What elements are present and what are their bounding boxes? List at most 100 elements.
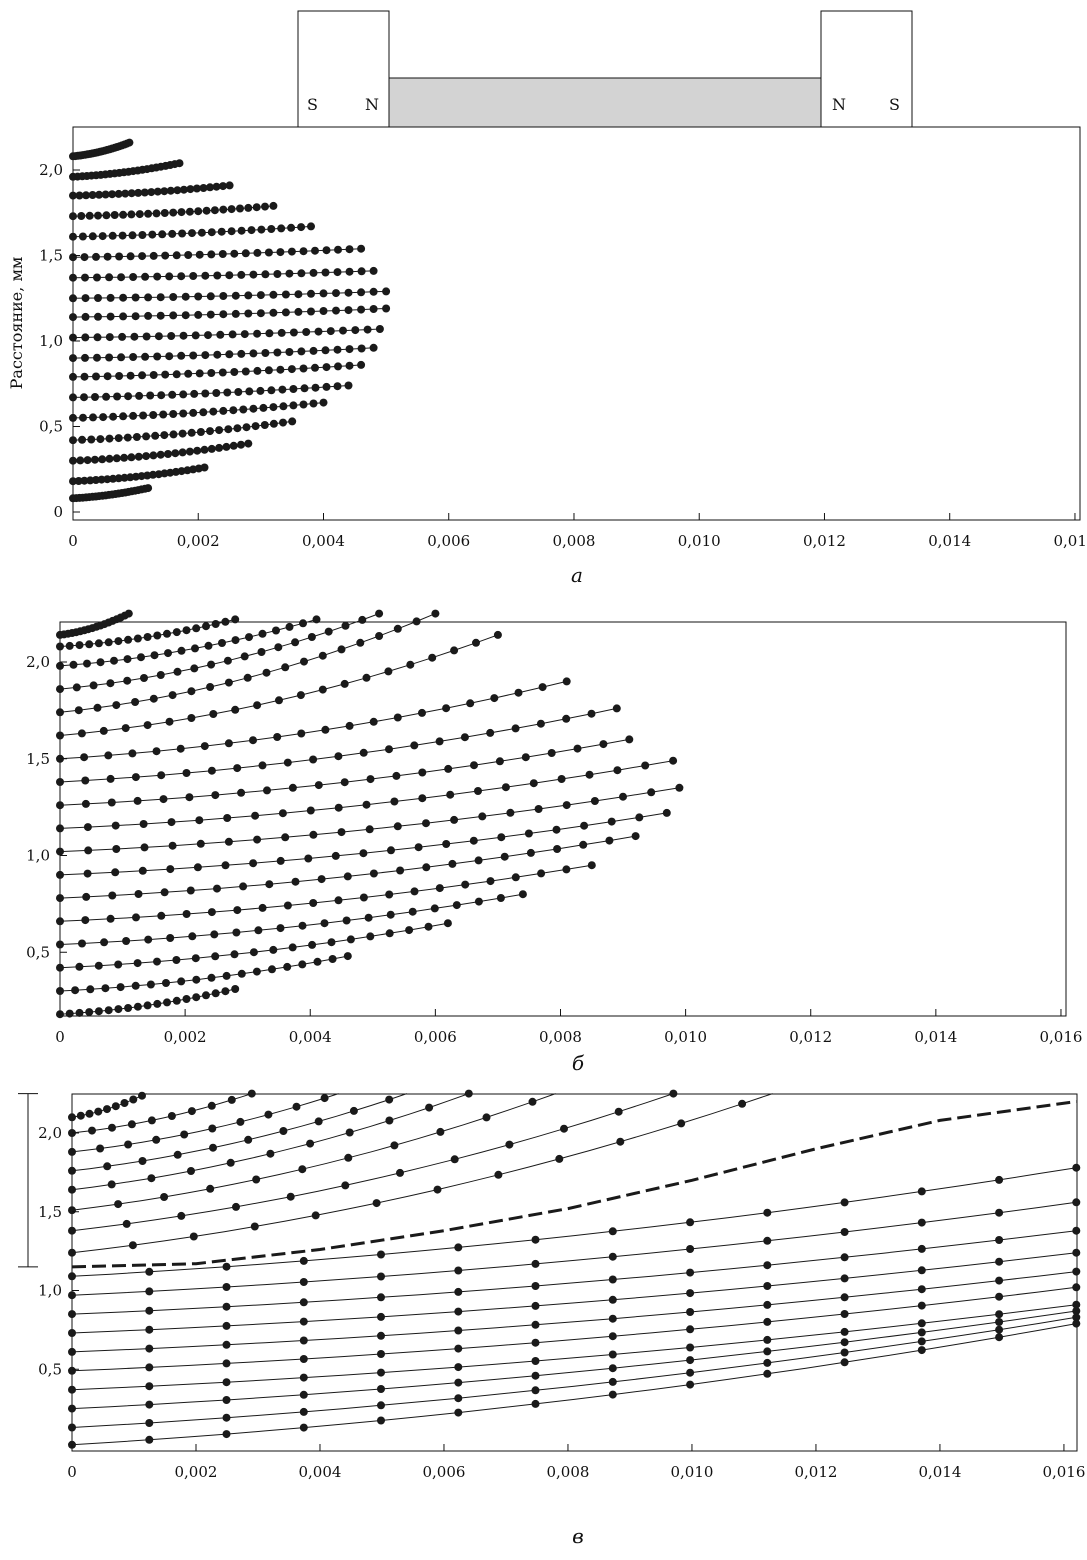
trajectory-point	[107, 1180, 116, 1189]
trajectory-point	[344, 381, 353, 390]
trajectory-point	[531, 1357, 540, 1365]
trajectory-point	[377, 1350, 385, 1358]
trajectory-point	[454, 1307, 463, 1316]
trajectory-point	[244, 1135, 253, 1144]
trajectory-point	[486, 728, 495, 737]
trajectory-point	[464, 1089, 473, 1098]
trajectory-point	[187, 714, 196, 722]
trajectory-point	[242, 423, 251, 432]
trajectory-point	[531, 1338, 540, 1347]
trajectory-point	[128, 231, 137, 240]
trajectory-point	[229, 441, 238, 450]
trajectory-point	[69, 354, 77, 363]
trajectory-point	[309, 899, 318, 907]
panel-a: 0 0,002 0,004 0,006 0,008 0,010 0,012 0,014 0,01…	[7, 126, 1087, 587]
trajectory-point	[302, 328, 311, 336]
trajectory-point	[237, 349, 246, 358]
trajectory-point	[68, 1206, 76, 1215]
trajectory-point	[124, 1004, 133, 1012]
trajectory-point	[68, 1385, 76, 1394]
trajectory-point	[840, 1253, 849, 1262]
trajectory-point	[194, 310, 203, 319]
trajectory-point	[300, 657, 308, 666]
trajectory-point	[120, 1099, 129, 1107]
panel-a-xticks: 0 0,002 0,004 0,006 0,008 0,010 0,012 0,014 0,01…	[68, 513, 1087, 550]
trajectory-point	[285, 269, 294, 278]
trajectory-point	[207, 250, 216, 259]
trajectory-point	[85, 1109, 94, 1118]
trajectory-point	[206, 1184, 215, 1193]
trajectory-point	[461, 880, 470, 889]
trajectory-point	[418, 768, 427, 777]
trajectory-point	[763, 1335, 772, 1344]
trajectory-point	[995, 1325, 1004, 1334]
trajectory-point	[147, 1174, 156, 1183]
trajectory-point	[385, 1095, 394, 1104]
trajectory-point	[362, 800, 371, 809]
trajectory-point	[80, 393, 88, 402]
trajectory-point	[231, 985, 240, 993]
x-tick-label: 0,004	[299, 1463, 342, 1481]
trajectory-point	[182, 910, 191, 918]
x-tick-label: 0,004	[289, 1028, 332, 1046]
trajectory-point	[917, 1285, 926, 1294]
trajectory-point	[283, 962, 292, 971]
trajectory-point	[763, 1300, 772, 1309]
trajectory-point	[222, 1396, 231, 1404]
trajectory-point	[917, 1187, 926, 1196]
trajectory-point	[285, 348, 294, 356]
trajectory-point	[240, 330, 249, 339]
trajectory-point	[186, 185, 195, 194]
trajectory-point	[686, 1356, 695, 1365]
trajectory-point	[164, 450, 172, 458]
trajectory-point	[299, 1390, 308, 1399]
trajectory-point	[105, 333, 114, 342]
trajectory-point	[142, 332, 151, 341]
trajectory-point	[249, 948, 258, 957]
trajectory-point	[261, 349, 270, 357]
trajectory-point	[134, 188, 143, 197]
trajectory-point	[612, 704, 621, 713]
trajectory-point	[333, 382, 342, 391]
trajectory-point	[466, 699, 475, 708]
trajectory-point	[88, 1126, 96, 1135]
trajectory-point	[101, 984, 110, 993]
trajectory-point	[209, 407, 218, 416]
trajectory-line	[71, 1093, 252, 1134]
trajectory-point	[454, 1243, 463, 1252]
trajectory-point	[56, 824, 64, 833]
trajectory-point	[275, 696, 283, 705]
trajectory-point	[120, 453, 129, 462]
trajectory-point	[172, 996, 181, 1005]
trajectory-point	[124, 392, 133, 401]
trajectory-point	[138, 866, 147, 875]
panel-a-label: а	[571, 563, 583, 587]
trajectory-point	[56, 917, 64, 926]
trajectory-point	[518, 890, 527, 899]
trajectory-point	[124, 635, 133, 644]
trajectory-point	[202, 991, 210, 1000]
trajectory-line	[59, 893, 523, 945]
x-tick-label: 0,016	[1053, 532, 1087, 550]
trajectory-point	[387, 846, 395, 855]
x-tick-label: 0,002	[175, 1463, 218, 1481]
trajectory-point	[763, 1282, 772, 1290]
trajectory-point	[94, 312, 102, 321]
trajectory-point	[106, 312, 115, 321]
trajectory-point	[675, 783, 684, 792]
x-tick-label: 0	[55, 1028, 65, 1046]
trajectory-point	[321, 346, 330, 355]
trajectory-point	[98, 455, 107, 464]
trajectory-point	[168, 390, 177, 399]
trajectory-point	[446, 790, 455, 799]
trajectory-point	[114, 434, 123, 443]
trajectory-point	[345, 721, 354, 730]
trajectory-point	[254, 926, 263, 935]
trajectory-point	[68, 1226, 76, 1235]
trajectory-point	[68, 1329, 76, 1337]
trajectory-point	[276, 365, 285, 374]
trajectory-point	[276, 924, 285, 933]
trajectory-point	[147, 1116, 156, 1125]
trajectory-point	[318, 651, 327, 660]
trajectory-point	[85, 1008, 94, 1017]
